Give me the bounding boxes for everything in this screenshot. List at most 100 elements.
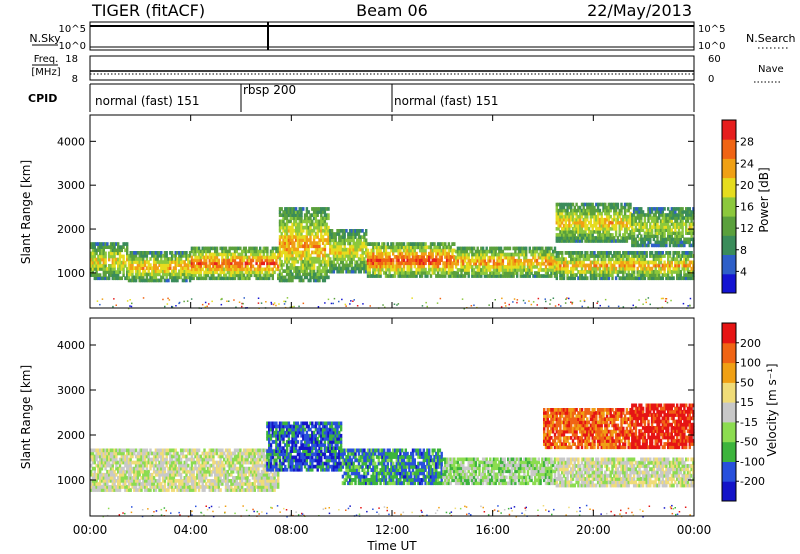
power-cells-cell — [548, 252, 551, 257]
power-cells-cell — [311, 266, 314, 270]
power-cells-cell — [598, 224, 602, 228]
power-cells-cell — [609, 205, 612, 210]
power-cells-cell — [339, 241, 343, 246]
power-cells-cell — [90, 257, 93, 262]
power-cells-cell — [667, 222, 670, 226]
power-cells-cell — [179, 260, 183, 264]
vel-cells-cell — [156, 472, 159, 477]
power-cells-cell — [692, 222, 695, 226]
power-cells-cell — [688, 237, 691, 242]
vel-cells-cell — [104, 457, 107, 462]
power-cells-cell — [384, 274, 388, 278]
vel-cells-cell — [149, 476, 152, 480]
power-cells-cell — [102, 267, 105, 271]
power-cells-cell — [670, 263, 673, 268]
power-cells-cell — [589, 273, 593, 277]
power-cells-cell — [535, 271, 539, 275]
power-cells-cell — [561, 208, 564, 213]
power-cells-cell — [359, 269, 362, 274]
vel-cells-cell — [102, 476, 105, 480]
vel-cells-cell — [172, 463, 176, 468]
power-cells-cell — [656, 251, 659, 255]
power-cells-cell — [361, 266, 364, 271]
power-cells-cell — [113, 264, 116, 268]
vel-cells-cell — [149, 448, 152, 453]
power-cells-cell — [641, 273, 645, 277]
power-cells-cell — [215, 270, 219, 275]
vel-cells-cell — [99, 454, 102, 459]
power-cells-cell — [330, 251, 334, 255]
vel-cells-cell — [151, 460, 154, 465]
power-cells-noise — [235, 306, 237, 308]
power-cells-cell — [311, 244, 314, 249]
power-cells-cell — [206, 246, 210, 251]
power-cells-cell — [129, 269, 132, 274]
power-cells-cell — [595, 270, 598, 274]
vel-cells-cell — [104, 479, 107, 483]
power-cells-cell — [312, 269, 316, 273]
vel-cells-cell — [106, 482, 109, 486]
power-cells-cell — [318, 241, 321, 245]
power-cells-cell — [268, 273, 271, 278]
vel-cells-cell — [109, 466, 113, 471]
power-cells-cell — [433, 270, 436, 275]
vel-cells-cell — [169, 479, 172, 483]
power-cells-cell — [435, 248, 438, 253]
power-cells-cell — [422, 248, 425, 253]
power-cells-cell — [212, 276, 215, 281]
vel-cells-cell — [131, 454, 134, 459]
power-cells-cell — [402, 274, 406, 278]
power-cells-cell — [429, 251, 433, 256]
vel-cells-cell — [133, 472, 136, 477]
power-cells-cell — [672, 240, 675, 245]
vel-cells-cell — [197, 482, 201, 486]
power-cells-cell — [174, 269, 177, 274]
power-cells-cell — [681, 228, 684, 232]
power-cells-cell — [190, 276, 194, 281]
power-cells-cell — [677, 216, 681, 220]
power-cells-cell — [330, 266, 334, 271]
power-cells-cell — [449, 245, 452, 250]
power-cells-cell — [528, 268, 531, 272]
power-cells-cell — [561, 266, 564, 271]
power-cells-cell — [600, 233, 603, 237]
power-cells-cell — [661, 219, 664, 223]
power-cells-cell — [679, 257, 682, 262]
power-cells-cell — [314, 216, 318, 221]
power-cells-cell — [616, 220, 620, 225]
power-cells-cell — [636, 260, 639, 265]
vel-cells-cell — [143, 485, 147, 489]
power-cells-cell — [255, 276, 258, 281]
power-cells-cell — [402, 242, 406, 246]
power-cells-cell — [579, 224, 582, 228]
power-cells-cell — [584, 217, 587, 222]
power-cells-cell — [99, 248, 102, 253]
power-cells-cell — [442, 270, 445, 275]
power-cells-cell — [688, 251, 691, 255]
power-cells-cell — [645, 225, 648, 229]
power-cells-cell — [604, 260, 607, 265]
power-cells-cell — [174, 254, 177, 258]
power-cells-cell — [582, 236, 585, 240]
power-cells-cell — [163, 272, 167, 277]
power-cells-cell — [212, 258, 215, 263]
nsky-label: N.Sky — [29, 32, 61, 45]
power-cells-cell — [212, 255, 215, 260]
power-cells-cell — [631, 260, 634, 265]
power-cells-cell — [154, 278, 158, 283]
power-cells-cell — [244, 249, 247, 254]
power-cells-cell — [90, 260, 93, 265]
power-cells-cell — [454, 261, 458, 266]
power-cells-cell — [577, 276, 580, 281]
power-cells-cell — [183, 278, 186, 283]
power-cells-noise — [661, 306, 664, 309]
power-cells-cell — [623, 276, 627, 281]
power-cells-cell — [690, 228, 693, 232]
vel-cells-cell — [91, 479, 95, 483]
power-cells-cell — [134, 260, 138, 264]
power-cells-cell — [363, 235, 366, 239]
power-cells-cell — [668, 231, 672, 235]
colorbar-swatch — [722, 177, 736, 198]
vel-cells-cell — [149, 466, 152, 471]
power-cells-cell — [625, 208, 629, 213]
